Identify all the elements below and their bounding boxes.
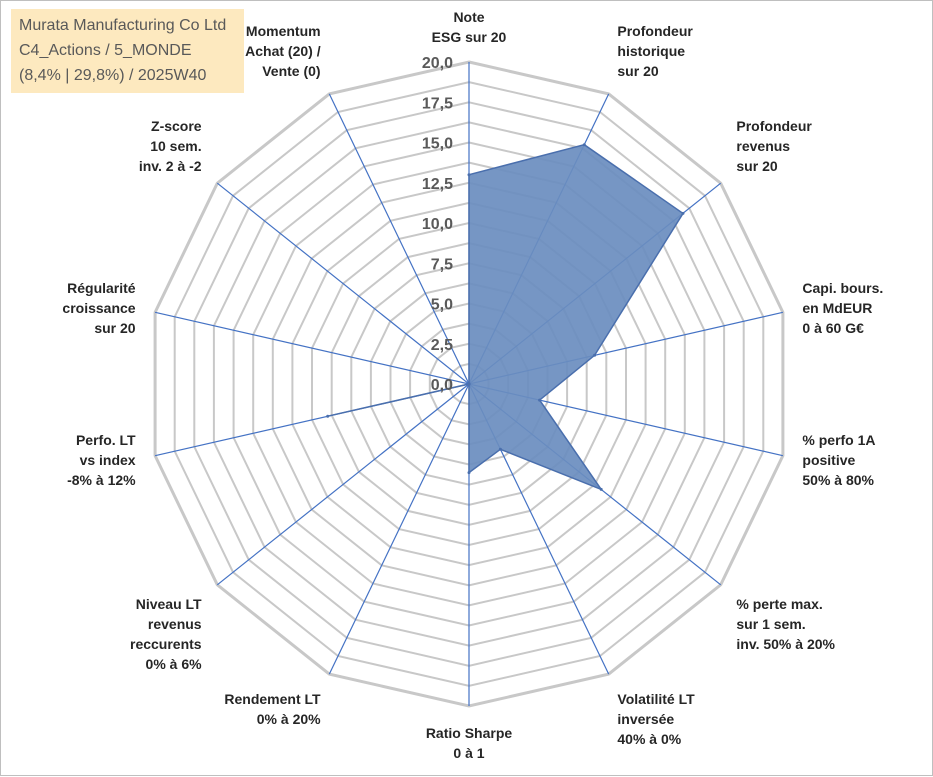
tick-label: 15,0: [422, 136, 453, 153]
category-label: vs index: [80, 452, 136, 468]
category-label: sur 20: [617, 63, 658, 79]
series-point: [681, 211, 685, 215]
series-point: [467, 471, 471, 475]
category-label-group: Volatilité LT inversée 40% à 0%: [617, 691, 695, 747]
chart-title-line-3: (8,4% | 29,8%) / 2025W40: [19, 67, 207, 84]
category-label: positive: [802, 452, 855, 468]
tick-label: 2,5: [431, 337, 453, 354]
series-area: [327, 143, 685, 492]
category-label: Rendement LT: [224, 691, 321, 707]
category-label: Ratio Sharpe: [426, 725, 513, 741]
radar-series: [326, 143, 685, 492]
category-label: 10 sem.: [150, 138, 201, 154]
category-label: -8% à 12%: [67, 472, 136, 488]
series-point: [498, 447, 502, 451]
category-label: sur 20: [736, 158, 777, 174]
category-label-group: Note ESG sur 20: [432, 9, 507, 45]
series-point: [538, 398, 542, 402]
category-label: inversée: [617, 711, 674, 727]
category-label: Profondeur: [617, 23, 693, 39]
category-label-group: Profondeur historique sur 20: [617, 23, 693, 79]
category-label-group: Niveau LT revenus reccurents 0% à 6%: [130, 596, 202, 672]
category-label-group: Profondeur revenus sur 20: [736, 118, 812, 174]
category-label-group: Z-score 10 sem. inv. 2 à -2: [139, 118, 202, 174]
category-label: revenus: [736, 138, 790, 154]
spoke-line: [216, 182, 470, 385]
category-label: % perte max.: [736, 596, 822, 612]
category-label: 50% à 80%: [802, 472, 874, 488]
category-label-group: % perfo 1A positive 50% à 80%: [802, 432, 875, 488]
category-label: inv. 50% à 20%: [736, 636, 835, 652]
category-label: inv. 2 à -2: [139, 158, 202, 174]
category-label: 0 à 1: [453, 745, 484, 761]
spoke-line: [328, 383, 470, 675]
tick-label: 20,0: [422, 55, 453, 72]
category-label: en MdEUR: [802, 300, 872, 316]
chart-title-line-1: Murata Manufacturing Co Ltd: [19, 17, 227, 34]
tick-label: 17,5: [422, 95, 453, 112]
category-label: revenus: [148, 616, 202, 632]
tick-label: 12,5: [422, 176, 453, 193]
series-point: [326, 414, 330, 418]
category-label-group: Momentum Achat (20) / Vente (0): [245, 23, 321, 79]
category-label: historique: [617, 43, 685, 59]
category-label: Volatilité LT: [617, 691, 695, 707]
category-label: Perfo. LT: [76, 432, 136, 448]
category-label-group: Rendement LT 0% à 20%: [224, 691, 321, 727]
category-label: Note: [453, 9, 484, 25]
spoke-line: [154, 311, 470, 385]
category-label-group: % perte max. sur 1 sem. inv. 50% à 20%: [736, 596, 835, 652]
chart-title-line-2: C4_Actions / 5_MONDE: [19, 42, 192, 59]
spoke-line: [216, 383, 470, 586]
category-label: sur 1 sem.: [736, 616, 805, 632]
category-label-group: Régularité croissance sur 20: [62, 280, 135, 336]
tick-label: 7,5: [431, 256, 453, 273]
category-label: Momentum: [246, 23, 321, 39]
tick-label: 10,0: [422, 216, 453, 233]
category-label: 40% à 0%: [617, 731, 681, 747]
category-label: 0% à 20%: [257, 711, 321, 727]
category-label: Capi. bours.: [802, 280, 883, 296]
tick-label: 5,0: [431, 297, 453, 314]
series-point: [467, 173, 471, 177]
category-label-group: Perfo. LT vs index -8% à 12%: [67, 432, 136, 488]
series-point: [467, 382, 471, 386]
category-label: 0% à 6%: [146, 656, 203, 672]
radial-tick-labels: 0,0 2,5 5,0 7,5 10,0 12,5 15,0 17,5 20,0: [422, 55, 453, 394]
category-labels: Note ESG sur 20 Profondeur historique sur 20…: [62, 9, 883, 761]
category-label: Niveau LT: [136, 596, 202, 612]
series-point: [593, 353, 597, 357]
category-label-group: Capi. bours. en MdEUR 0 à 60 G€: [802, 280, 883, 336]
category-label: % perfo 1A: [802, 432, 875, 448]
category-label: Achat (20) /: [245, 43, 321, 59]
series-point: [599, 487, 603, 491]
tick-label: 0,0: [431, 377, 453, 394]
category-label-group: Ratio Sharpe 0 à 1: [426, 725, 513, 761]
category-label: 0 à 60 G€: [802, 320, 864, 336]
category-label: Vente (0): [262, 63, 320, 79]
category-label: Régularité: [67, 280, 136, 296]
chart-title-box: Murata Manufacturing Co Ltd C4_Actions /…: [11, 9, 244, 93]
spoke-line: [328, 93, 470, 385]
category-label: sur 20: [94, 320, 135, 336]
category-label: Z-score: [151, 118, 202, 134]
category-label: ESG sur 20: [432, 29, 507, 45]
category-label: croissance: [62, 300, 135, 316]
series-point: [582, 143, 586, 147]
category-label: Profondeur: [736, 118, 812, 134]
category-label: reccurents: [130, 636, 202, 652]
